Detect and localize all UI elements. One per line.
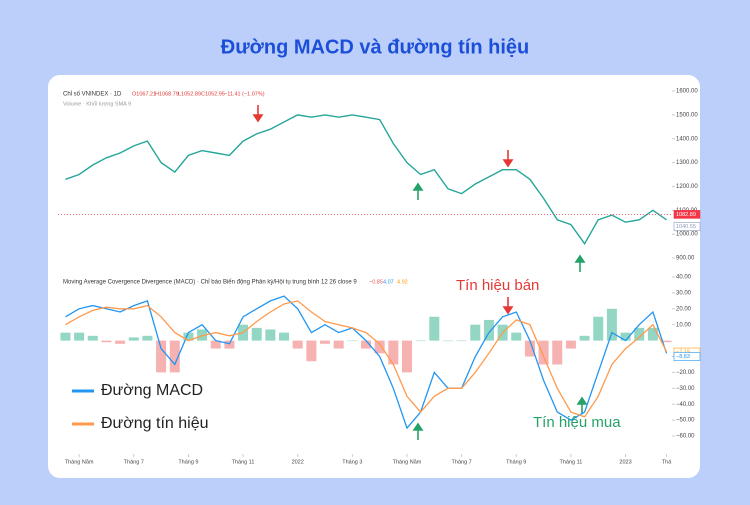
x-tick-label: Tháng 7 [452,459,472,465]
histogram-bar [87,335,98,341]
histogram-bar [442,340,453,342]
panel-title: Chỉ số VNINDEX · 1D [63,91,122,98]
x-tick-label: Tháng 3 [342,459,362,465]
last-value-box [673,352,701,361]
x-tick-label: Tháng 9 [178,459,198,465]
histogram-bar [374,340,385,354]
annotation: Tín hiệu mua [533,414,621,431]
histogram-bar [565,340,576,349]
annotation: Tín hiệu bán [456,277,539,294]
y-tick-label: −20.00 [676,370,695,376]
histogram-bar [279,332,290,341]
histogram-bar [647,327,658,341]
histogram-bar [429,316,440,341]
x-tick-label: Thá [662,459,672,465]
x-tick-label: Tháng Năm [393,459,422,465]
ohlc-value: H1068.79 [155,91,179,97]
ohlc-value: O1067.21 [132,91,156,97]
last-value-box [673,222,701,231]
ohlc-value: −11.41 (−1.07%) [224,91,265,97]
histogram-bar [593,316,604,341]
histogram-bar [415,340,426,342]
y-tick-label: 40.00 [676,275,692,281]
x-tick-label: 2023 [619,459,631,465]
histogram-bar [60,332,71,341]
histogram-bar [483,319,494,341]
histogram-bar [361,340,371,349]
status-value: −0.85 [369,279,383,285]
y-tick-label: 1200.00 [676,184,698,190]
panel-title: Moving Average Covergence Divergence (MA… [63,279,357,286]
y-tick-label: 1300.00 [676,160,698,166]
last-value-label: 1040.55 [676,224,696,230]
histogram-bar [524,340,535,357]
status-value: 4.07 [383,279,394,285]
histogram-bar [142,335,153,341]
histogram-bar [197,329,208,341]
histogram-bar [456,340,467,342]
histogram-bar [210,340,221,349]
histogram-bar [183,332,194,341]
histogram-bar [306,340,317,362]
y-tick-label: −40.00 [676,402,695,408]
ohlc-value: L1052.89 [178,91,201,97]
histogram-bar [115,340,126,344]
histogram-bar [224,340,235,349]
histogram-bar [552,340,563,365]
card [48,75,700,478]
x-tick-label: Tháng 11 [559,459,582,465]
y-tick-label: 1500.00 [676,112,698,118]
histogram-bar [333,340,344,349]
histogram-bar [74,332,85,341]
histogram-bar [101,340,112,343]
y-tick-label: 30.00 [676,290,692,296]
histogram-bar [470,324,481,341]
histogram-bar [320,340,331,344]
histogram-bar [388,340,399,365]
x-tick-label: Tháng 9 [506,459,526,465]
histogram-bar [661,340,672,343]
y-tick-label: 20.00 [676,306,692,312]
series-line [65,295,668,430]
histogram-bar [156,340,167,373]
histogram-bar [538,340,549,365]
histogram-bar [128,337,139,341]
histogram-bar [292,340,303,349]
histogram-bar [579,335,590,341]
y-tick-label: −30.00 [676,386,695,392]
histogram-bar [620,332,631,341]
histogram-bar [251,327,262,341]
y-tick-label: 1400.00 [676,136,698,142]
ohlc-value: C1052.95 [201,91,225,97]
x-tick-label: Tháng Năm [65,459,94,465]
histogram-bar [511,332,522,341]
legend-label: Đường MACD [101,382,203,399]
y-tick-label: 900.00 [676,256,695,262]
y-tick-label: −60.00 [676,434,695,440]
histogram-bar [347,340,358,342]
histogram-bar [265,329,276,341]
price-line [65,114,667,245]
last-value-label: 1082.89 [676,212,696,218]
arrows [252,105,588,440]
histogram-bar [401,340,412,373]
y-tick-label: 10.00 [676,322,692,328]
legend-label: Đường tín hiệu [101,415,208,432]
x-tick-label: Tháng 7 [124,459,144,465]
panel-subtitle: Volume · Khối lượng SMA 9 [63,101,131,107]
histogram-bar [634,327,645,341]
status-value: 4.92 [397,279,408,285]
page-title: Đường MACD và đường tín hiệu [221,36,530,58]
y-tick-label: 1000.00 [676,232,698,238]
y-tick-label: 1600.00 [676,89,698,95]
series-line [65,300,668,418]
y-tick-label: −50.00 [676,418,695,424]
histogram-bar [606,308,617,341]
x-tick-label: Tháng 11 [232,459,255,465]
histogram-bar [169,340,180,373]
x-tick-label: 2022 [292,459,304,465]
last-value-box [673,210,701,219]
last-value-label: −8.83 [676,354,690,360]
